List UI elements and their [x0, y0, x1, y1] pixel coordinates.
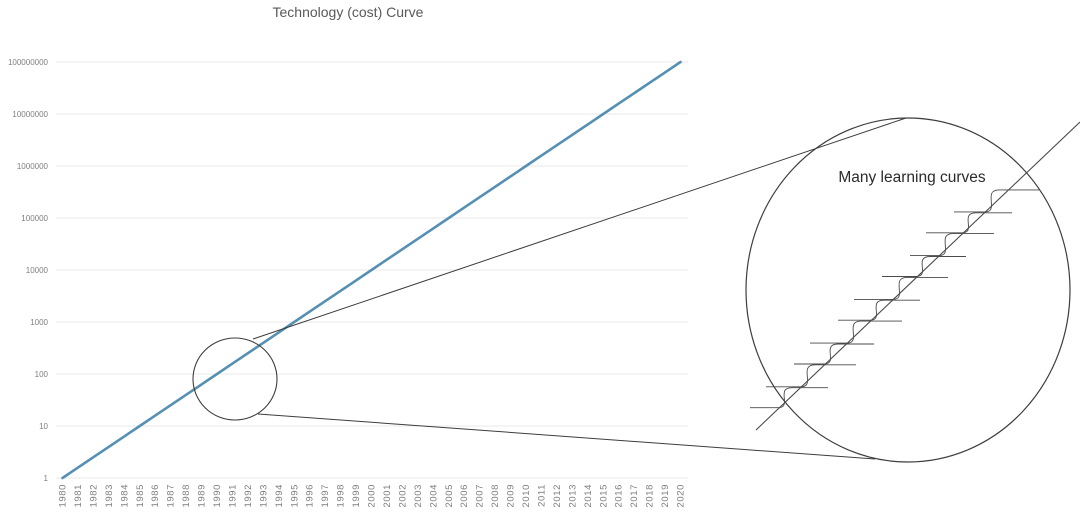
- learning-curve: [854, 276, 948, 300]
- learning-curve: [882, 256, 966, 277]
- x-tick-label: 1993: [258, 484, 269, 508]
- x-tick-label: 1981: [73, 484, 84, 508]
- x-tick-label: 2014: [583, 484, 594, 508]
- x-tick-label: 1980: [58, 484, 69, 508]
- x-tick-label: 1995: [289, 484, 300, 508]
- x-tick-label: 2003: [413, 484, 424, 508]
- learning-curve: [954, 189, 1040, 213]
- x-tick-label: 1997: [320, 484, 331, 508]
- learning-curve: [910, 233, 994, 257]
- x-tick-label: 2006: [459, 484, 470, 508]
- x-tick-label: 2015: [598, 484, 609, 508]
- learning-curve: [838, 299, 920, 321]
- y-axis-labels: 1 10 100 1000 10000 100000 1000000 10000000 1000…: [8, 58, 49, 483]
- y-tick-label: 10000: [26, 266, 49, 275]
- x-tick-label: 2004: [428, 484, 439, 508]
- x-tick-label: 2005: [444, 484, 455, 508]
- y-tick-label: 1000000: [17, 162, 49, 171]
- x-tick-label: 2016: [614, 484, 625, 508]
- annotation-label: Many learning curves: [838, 169, 986, 186]
- y-tick-label: 100000: [21, 214, 48, 223]
- x-tick-label: 2007: [475, 484, 486, 508]
- technology-cost-trend-line: [61, 60, 682, 480]
- learning-curve: [766, 364, 856, 388]
- x-tick-label: 1996: [305, 484, 316, 508]
- x-tick-label: 2012: [552, 484, 563, 508]
- learning-curve: [810, 320, 902, 344]
- magnifier-connector-bottom-line: [257, 413, 876, 460]
- x-tick-label: 2010: [521, 484, 532, 508]
- x-tick-label: 2019: [660, 484, 671, 508]
- y-tick-label: 1000: [30, 318, 48, 327]
- x-tick-label: 2020: [676, 484, 687, 508]
- y-tick-label: 100000000: [8, 58, 49, 67]
- x-tick-label: 2017: [629, 484, 640, 508]
- learning-curve: [750, 387, 828, 409]
- x-tick-label: 2018: [645, 484, 656, 508]
- x-tick-label: 1989: [197, 484, 208, 508]
- x-tick-label: 1991: [227, 484, 238, 508]
- y-tick-label: 10000000: [12, 110, 48, 119]
- x-tick-label: 1992: [243, 484, 254, 508]
- x-tick-label: 2008: [490, 484, 501, 508]
- learning-curve: [926, 212, 1012, 234]
- x-tick-label: 1994: [274, 484, 285, 508]
- learning-curves-group: [750, 189, 1040, 409]
- x-tick-label: 2002: [397, 484, 408, 508]
- magnifier-source-circle: [192, 337, 278, 421]
- x-tick-label: 2001: [382, 484, 393, 508]
- x-tick-label: 2013: [567, 484, 578, 508]
- x-tick-label: 1982: [88, 484, 99, 508]
- x-tick-label: 1990: [212, 484, 223, 508]
- y-tick-label: 1: [44, 474, 49, 483]
- x-tick-label: 1986: [150, 484, 161, 508]
- x-tick-label: 2009: [506, 484, 517, 508]
- x-tick-label: 1985: [135, 484, 146, 508]
- x-tick-label: 2011: [536, 484, 547, 507]
- y-tick-label: 10: [39, 422, 48, 431]
- magnifier-zoom-circle: [745, 117, 1071, 463]
- x-tick-label: 1988: [181, 484, 192, 508]
- x-axis-labels: 1980 1981 1982 1983 1984 1985 1986 1987 1988 1989…: [58, 484, 687, 508]
- x-tick-label: 1998: [336, 484, 347, 508]
- learning-curve: [794, 343, 874, 365]
- x-tick-label: 1983: [104, 484, 115, 508]
- chart-title: Technology (cost) Curve: [273, 4, 424, 20]
- x-tick-label: 1999: [351, 484, 362, 508]
- magnifier-connector-top-line: [252, 117, 907, 340]
- y-tick-label: 100: [35, 370, 49, 379]
- x-tick-label: 2000: [367, 484, 378, 508]
- x-tick-label: 1987: [166, 484, 177, 508]
- x-tick-label: 1984: [119, 484, 130, 508]
